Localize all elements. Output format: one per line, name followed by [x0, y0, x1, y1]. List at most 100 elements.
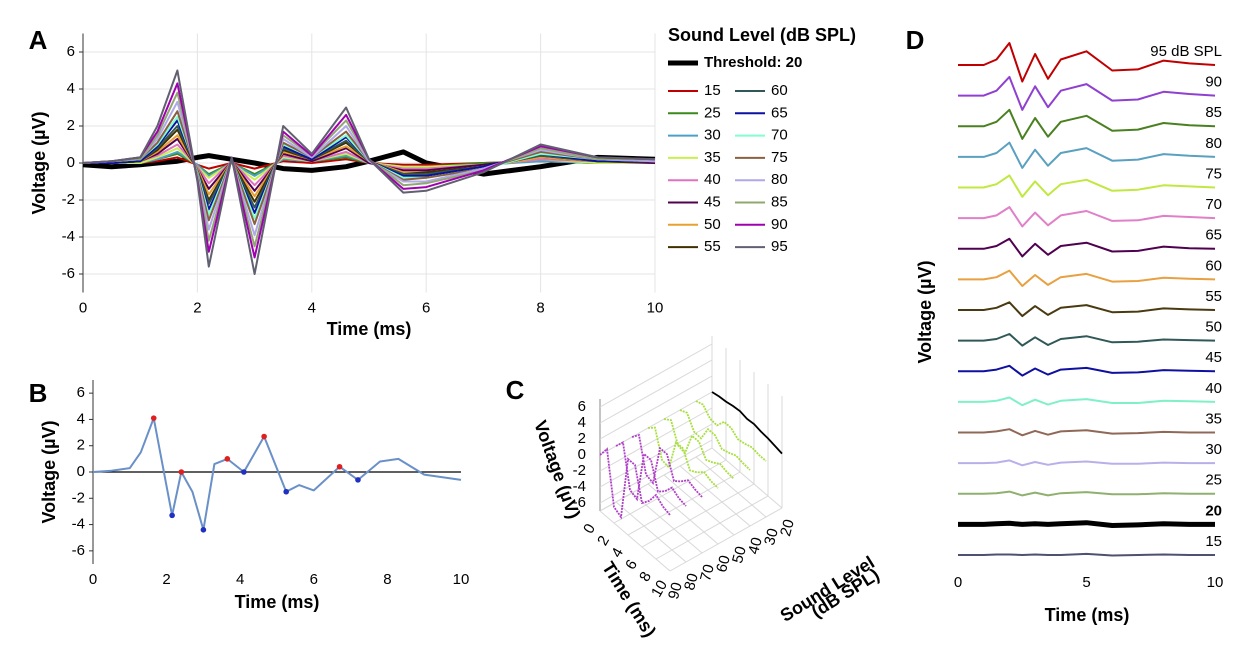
- trace-label: 70: [1205, 196, 1222, 213]
- y-tick-label: -4: [72, 516, 85, 533]
- trace-label: 60: [1205, 257, 1222, 274]
- x-tick-label: 4: [308, 299, 316, 316]
- y-tick-label: 70: [697, 563, 718, 584]
- legend-label: 45: [704, 193, 721, 210]
- legend-label: 70: [771, 127, 788, 144]
- waveform: [82, 82, 656, 259]
- y-tick-label: 50: [729, 545, 750, 566]
- grid-line: [613, 459, 727, 524]
- trace-label: 25: [1205, 472, 1222, 489]
- x-tick-label: 10: [1207, 574, 1224, 591]
- peak-marker: [261, 433, 267, 440]
- grid-line: [647, 483, 719, 545]
- trace-label: 80: [1205, 135, 1222, 152]
- grid-line: [663, 474, 735, 536]
- grid-line: [599, 359, 713, 424]
- x-axis-label: Time (ms): [327, 319, 412, 339]
- grid-line: [599, 407, 713, 472]
- x-tick-label: 8: [536, 299, 544, 316]
- waveform: [711, 391, 783, 455]
- grid-line: [711, 447, 783, 509]
- y-tick-label: -6: [62, 265, 75, 282]
- trace-label: 15: [1205, 533, 1222, 550]
- x-tick-label: 6: [310, 571, 318, 588]
- waveform: [958, 552, 1215, 557]
- x-tick-label: 5: [1082, 574, 1090, 591]
- z-tick-label: -6: [573, 494, 586, 511]
- y-tick-label: 0: [77, 463, 85, 480]
- trace-label: 95 dB SPL: [1150, 43, 1222, 60]
- y-tick-label: 2: [67, 117, 75, 134]
- x-axis-label: Time (ms): [598, 558, 660, 640]
- x-axis-label: Time (ms): [235, 592, 320, 612]
- waveform: [958, 174, 1216, 198]
- grid-line: [641, 483, 755, 548]
- x-tick-label: 4: [236, 571, 244, 588]
- grid-line: [599, 375, 713, 440]
- z-tick-label: -2: [573, 462, 586, 479]
- waveform: [958, 269, 1216, 287]
- waveform: [82, 100, 656, 237]
- y-tick-label: 4: [67, 80, 75, 97]
- y-tick-label: 30: [761, 527, 782, 548]
- x-axis-label: Time (ms): [1045, 605, 1130, 625]
- x-tick-label: 2: [162, 571, 170, 588]
- x-tick-label: 4: [608, 545, 627, 561]
- peak-marker: [355, 477, 361, 483]
- z-tick-label: 6: [578, 398, 586, 415]
- y-axis-label: Voltage (µV): [915, 260, 935, 363]
- peak-marker: [200, 527, 207, 533]
- waveform: [958, 141, 1216, 169]
- x-tick-label: 10: [647, 299, 664, 316]
- waveform: [958, 42, 1216, 83]
- y-tick-label: -2: [62, 191, 75, 208]
- legend-label: 80: [771, 171, 788, 188]
- y-tick-label: -2: [72, 489, 85, 506]
- panel-label: C: [506, 375, 525, 405]
- x-tick-label: 8: [383, 571, 391, 588]
- trace-label: 55: [1205, 288, 1222, 305]
- z-tick-label: 2: [578, 430, 586, 447]
- y-tick-label: 60: [713, 554, 734, 575]
- y-tick-label: 6: [77, 384, 85, 401]
- legend-label: 65: [771, 104, 788, 121]
- x-tick-label: 0: [89, 571, 97, 588]
- waveform: [695, 400, 767, 462]
- waveform: [958, 301, 1216, 318]
- waveform: [958, 333, 1216, 347]
- y-tick-label: 90: [665, 581, 686, 602]
- y-tick-label: -6: [72, 542, 85, 559]
- trace-label: 90: [1205, 74, 1222, 91]
- z-tick-label: 4: [578, 414, 586, 431]
- waveform: [647, 426, 719, 489]
- grid-line: [599, 510, 671, 572]
- trace-label: 20: [1205, 502, 1222, 519]
- x-tick-label: 6: [422, 299, 430, 316]
- grid-line: [695, 456, 767, 518]
- waveform: [615, 441, 687, 507]
- x-tick-label: 0: [954, 574, 962, 591]
- legend-label: 30: [704, 127, 721, 144]
- waveform: [958, 520, 1215, 528]
- waveform: [958, 364, 1216, 377]
- trace-label: 45: [1205, 349, 1222, 366]
- legend-label: 25: [704, 104, 721, 121]
- panel-label: D: [906, 25, 925, 55]
- x-tick-label: 8: [636, 569, 655, 585]
- y-tick-label: 0: [67, 154, 75, 171]
- waveform: [958, 428, 1215, 437]
- waveform: [958, 459, 1215, 467]
- x-tick-label: 10: [648, 577, 671, 600]
- y-tick-label: 6: [67, 43, 75, 60]
- waveform: [958, 206, 1216, 228]
- waveform: [83, 137, 656, 192]
- waveform: [663, 418, 735, 480]
- waveform: [92, 417, 462, 531]
- x-tick-label: 6: [622, 557, 641, 573]
- x-tick-label: 0: [79, 299, 87, 316]
- waveform: [631, 433, 703, 498]
- peak-marker: [224, 456, 231, 462]
- peak-marker: [169, 512, 175, 519]
- grid-line: [669, 507, 783, 572]
- x-tick-label: 10: [453, 571, 470, 588]
